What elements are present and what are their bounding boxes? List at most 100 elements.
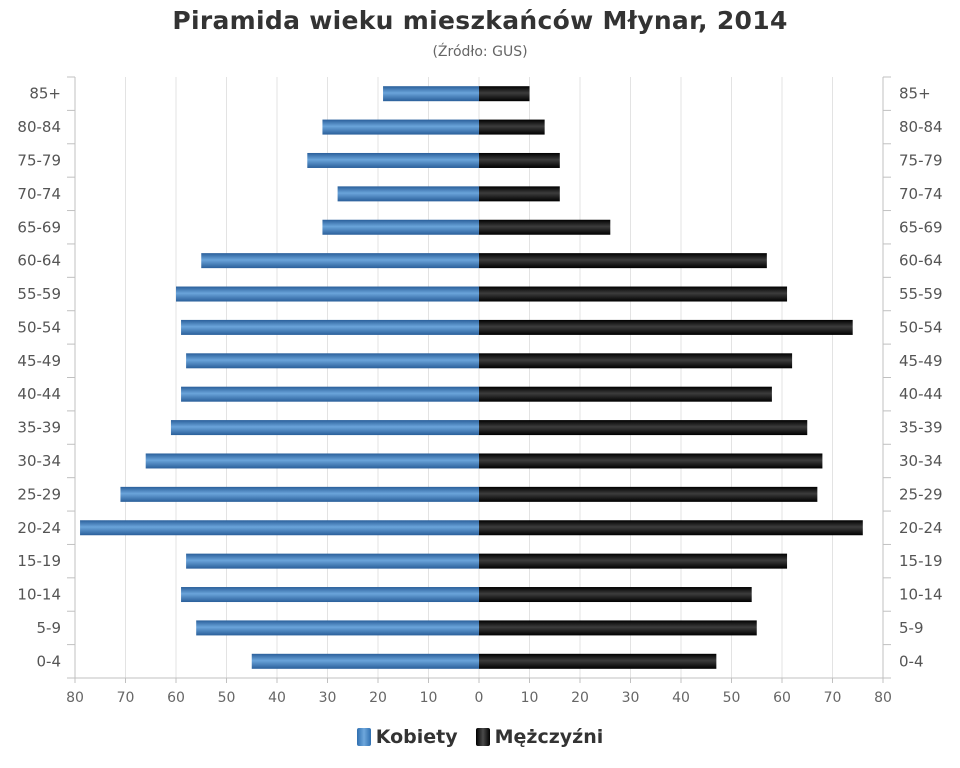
legend: Kobiety Mężczyźni [0, 722, 960, 752]
x-tick-label: 80 [874, 690, 892, 706]
y-label-right: 5-9 [899, 619, 924, 637]
legend-label-men: Mężczyźni [494, 726, 604, 748]
x-tick-label: 60 [773, 690, 791, 706]
bar-men[interactable] [479, 119, 545, 135]
x-tick-label: 30 [319, 690, 337, 706]
bar-men[interactable] [479, 386, 772, 402]
bar-women[interactable] [322, 119, 479, 135]
bar-men[interactable] [479, 86, 530, 102]
bar-men[interactable] [479, 286, 788, 302]
legend-item-women[interactable]: Kobiety [356, 726, 458, 748]
y-label-right: 35-39 [899, 419, 943, 437]
y-label-right: 55-59 [899, 285, 943, 303]
y-label-left: 35-39 [17, 419, 61, 437]
x-tick-label: 30 [622, 690, 640, 706]
y-label-left: 45-49 [17, 352, 61, 370]
legend-item-men[interactable]: Mężczyźni [475, 726, 604, 748]
bar-men[interactable] [479, 152, 560, 168]
bar-women[interactable] [307, 152, 479, 168]
y-label-right: 75-79 [899, 151, 943, 169]
y-label-right: 20-24 [899, 519, 943, 537]
y-label-left: 20-24 [17, 519, 61, 537]
y-label-left: 5-9 [37, 619, 62, 637]
y-label-left: 30-34 [17, 452, 61, 470]
bar-women[interactable] [251, 653, 479, 669]
y-label-right: 50-54 [899, 318, 943, 336]
x-tick-label: 10 [420, 690, 438, 706]
chart-subtitle: (Źródło: GUS) [432, 44, 528, 60]
y-label-right: 25-29 [899, 485, 943, 503]
x-tick-label: 20 [571, 690, 589, 706]
x-tick-label: 60 [167, 690, 185, 706]
y-label-right: 85+ [899, 85, 931, 103]
bars [80, 86, 863, 669]
y-label-left: 55-59 [17, 285, 61, 303]
bar-men[interactable] [479, 353, 793, 369]
bar-women[interactable] [383, 86, 479, 102]
legend-swatch-women [356, 728, 371, 746]
y-label-left: 10-14 [17, 586, 61, 604]
bar-women[interactable] [145, 453, 479, 469]
bar-men[interactable] [479, 453, 823, 469]
legend-swatch-men [475, 728, 490, 746]
legend-label-women: Kobiety [375, 726, 458, 748]
bar-men[interactable] [479, 587, 752, 603]
y-label-right: 40-44 [899, 385, 943, 403]
y-label-left: 60-64 [17, 252, 61, 270]
bar-women[interactable] [170, 420, 479, 436]
y-label-right: 0-4 [899, 652, 924, 670]
bar-women[interactable] [337, 186, 479, 202]
y-label-right: 65-69 [899, 218, 943, 236]
y-label-right: 15-19 [899, 552, 943, 570]
x-tick-label: 40 [672, 690, 690, 706]
y-label-left: 40-44 [17, 385, 61, 403]
bar-women[interactable] [181, 319, 480, 335]
y-label-right: 80-84 [899, 118, 943, 136]
bar-women[interactable] [120, 486, 479, 502]
bar-men[interactable] [479, 420, 808, 436]
bar-women[interactable] [181, 587, 480, 603]
y-label-right: 60-64 [899, 252, 943, 270]
bar-men[interactable] [479, 253, 767, 269]
bar-men[interactable] [479, 486, 818, 502]
y-label-left: 15-19 [17, 552, 61, 570]
bar-men[interactable] [479, 620, 757, 636]
y-label-left: 0-4 [37, 652, 62, 670]
y-label-left: 75-79 [17, 151, 61, 169]
y-label-left: 85+ [29, 85, 61, 103]
x-tick-label: 0 [475, 690, 484, 706]
y-label-left: 50-54 [17, 318, 61, 336]
axes: 80 70 60 50 40 30 20 10 0 10 20 30 40 50 60 70 80 85+ 85+ 8… [17, 76, 943, 706]
bar-women[interactable] [201, 253, 479, 269]
bar-women[interactable] [196, 620, 479, 636]
bar-men[interactable] [479, 319, 853, 335]
x-tick-label: 80 [66, 690, 84, 706]
x-tick-label: 40 [268, 690, 286, 706]
y-label-left: 25-29 [17, 485, 61, 503]
bar-women[interactable] [181, 386, 480, 402]
y-label-left: 80-84 [17, 118, 61, 136]
y-label-right: 30-34 [899, 452, 943, 470]
bar-men[interactable] [479, 186, 560, 202]
bar-women[interactable] [176, 286, 479, 302]
bar-women[interactable] [186, 553, 479, 569]
y-label-right: 10-14 [899, 586, 943, 604]
chart-title: Piramida wieku mieszkańców Młynar, 2014 [172, 6, 788, 35]
bar-women[interactable] [322, 219, 479, 235]
bar-men[interactable] [479, 520, 863, 536]
bar-women[interactable] [186, 353, 479, 369]
bar-men[interactable] [479, 653, 717, 669]
x-tick-label: 50 [723, 690, 741, 706]
y-label-right: 70-74 [899, 185, 943, 203]
bar-men[interactable] [479, 219, 611, 235]
bar-women[interactable] [80, 520, 480, 536]
x-tick-label: 70 [824, 690, 842, 706]
x-tick-label: 50 [218, 690, 236, 706]
x-tick-label: 20 [369, 690, 387, 706]
x-tick-label: 70 [117, 690, 135, 706]
x-tick-label: 10 [521, 690, 539, 706]
bar-men[interactable] [479, 553, 788, 569]
y-label-left: 65-69 [17, 218, 61, 236]
